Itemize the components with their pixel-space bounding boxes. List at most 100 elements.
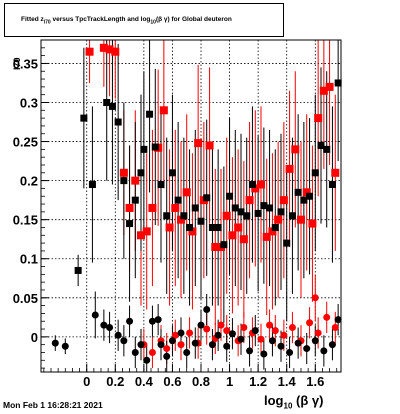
black-square-point [323, 145, 331, 153]
red-circle-point [148, 348, 156, 356]
black-circle-point [154, 316, 162, 324]
red-circle-point [203, 325, 211, 333]
black-circle-point [100, 321, 108, 329]
red-square-point [99, 43, 108, 52]
red-square-point [257, 180, 265, 189]
red-square-point [222, 211, 231, 220]
black-square-point [108, 102, 116, 110]
x-tick-label: 0.4 [135, 374, 154, 389]
y-tick-label: 0.05 [13, 291, 38, 306]
black-circle-point [237, 335, 245, 343]
y-axis-label: l70 [12, 57, 22, 70]
title-box: Fitted zl70 versus TpcTrackLength and lo… [4, 3, 284, 37]
black-square-point [114, 118, 122, 126]
black-circle-point [163, 352, 171, 360]
red-circle-point [311, 294, 319, 302]
red-square-point [211, 243, 220, 252]
red-circle-point [217, 321, 225, 329]
red-circle-point [280, 331, 288, 339]
plot-frame [40, 39, 342, 373]
black-circle-point [183, 348, 191, 356]
red-square-point [177, 215, 185, 224]
black-circle-point [51, 339, 59, 347]
red-square-point [319, 86, 328, 95]
red-square-point [137, 231, 145, 240]
black-circle-point [311, 337, 319, 345]
red-circle-point [163, 345, 171, 353]
y-tick-label: 0.35 [13, 56, 38, 71]
y-tick-label: 0.15 [13, 213, 38, 228]
black-square-point [131, 196, 139, 204]
red-square-point [251, 184, 260, 193]
black-square-point [214, 223, 222, 231]
red-square-point [302, 188, 311, 197]
black-square-point [243, 212, 251, 220]
black-square-point [186, 223, 194, 231]
x-axis-label: log10 (β γ) [264, 393, 324, 411]
black-circle-point [294, 339, 302, 347]
black-square-point [328, 181, 336, 189]
black-square-point [168, 169, 176, 177]
red-square-point [182, 188, 191, 197]
black-circle-point [197, 321, 205, 329]
red-square-point [228, 231, 237, 240]
black-circle-point [277, 342, 285, 350]
black-square-point [140, 145, 148, 153]
red-circle-point [171, 331, 179, 339]
x-tick-label: 1.2 [249, 374, 267, 389]
black-square-point [120, 177, 128, 185]
black-square-point [151, 143, 159, 151]
black-square-point [137, 169, 145, 177]
black-square-point [306, 192, 314, 200]
x-tick-label: 1 [226, 374, 233, 389]
black-square-point [260, 202, 268, 210]
black-square-point [146, 110, 154, 118]
red-circle-point [177, 341, 185, 349]
black-circle-point [228, 330, 236, 338]
black-square-point [103, 98, 111, 106]
red-square-point [291, 145, 300, 154]
red-square-point [131, 176, 140, 185]
black-square-point [334, 79, 342, 87]
black-square-point [203, 194, 211, 202]
black-circle-point [246, 347, 254, 355]
black-circle-point [334, 316, 342, 324]
black-circle-point [203, 306, 211, 314]
red-square-point [308, 219, 317, 228]
black-circle-point [126, 317, 134, 325]
black-square-point [288, 212, 296, 220]
black-square-point [237, 208, 245, 216]
black-circle-point [106, 323, 114, 331]
red-square-point [142, 227, 151, 236]
red-square-point [85, 47, 94, 56]
black-circle-point [137, 341, 145, 349]
y-tick-label: 0.25 [13, 135, 38, 150]
black-circle-point [303, 345, 311, 353]
black-square-point [300, 196, 308, 204]
red-square-point [331, 168, 340, 177]
red-circle-point [331, 323, 339, 331]
red-square-point [234, 223, 243, 232]
black-circle-point [268, 337, 276, 345]
black-circle-point [148, 317, 156, 325]
black-square-point [180, 212, 188, 220]
red-circle-point [257, 335, 265, 343]
red-circle-point [271, 327, 279, 335]
red-circle-point [240, 323, 248, 331]
black-circle-point [223, 342, 231, 350]
black-circle-point [177, 329, 185, 337]
black-square-point [208, 223, 216, 231]
x-tick-label: 1.6 [306, 374, 324, 389]
x-tick-label: 0 [83, 374, 90, 389]
red-square-point [188, 227, 197, 236]
red-square-point [262, 232, 271, 241]
black-square-point [88, 181, 96, 189]
axis-ticks [41, 47, 338, 372]
black-square-point [126, 220, 134, 228]
y-tick-label: 0.2 [20, 174, 38, 189]
black-square-point [74, 266, 82, 274]
red-square-point [274, 215, 283, 224]
red-square-point [171, 203, 180, 212]
black-square-point [174, 196, 182, 204]
red-square-point [279, 196, 288, 205]
